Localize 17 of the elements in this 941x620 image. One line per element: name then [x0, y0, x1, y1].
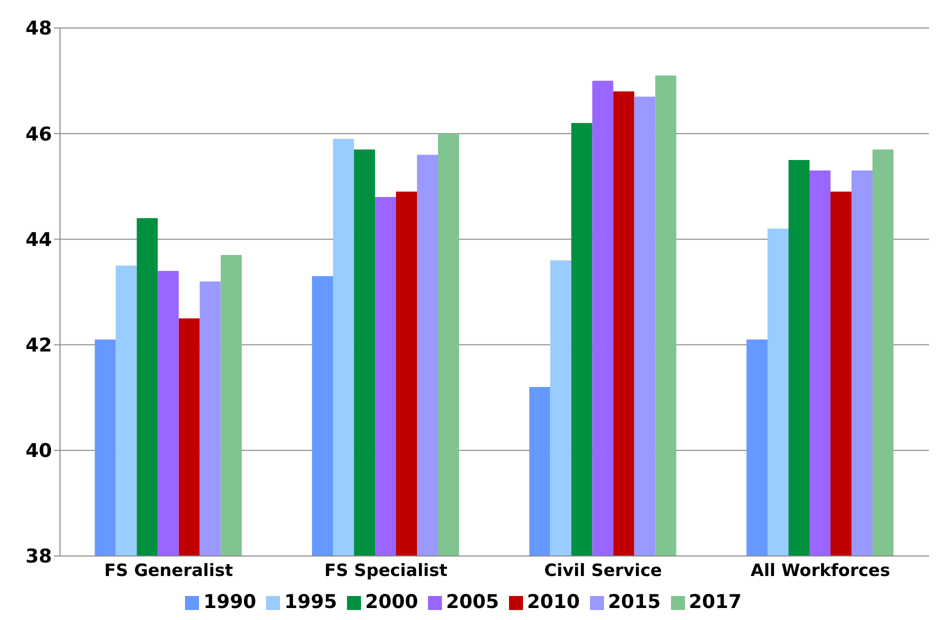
- y-tick-label: 46: [26, 123, 52, 146]
- y-tick-label: 44: [26, 228, 52, 251]
- legend-label: 2000: [365, 591, 418, 613]
- x-tick-label: Civil Service: [544, 561, 662, 582]
- legend-label: 2005: [446, 591, 499, 613]
- x-tick-label: FS Generalist: [104, 561, 233, 582]
- legend-label: 2010: [526, 591, 580, 613]
- legend-label: 2015: [608, 591, 661, 613]
- x-tick-label: All Workforces: [750, 561, 890, 582]
- y-tick-label: 48: [26, 18, 52, 40]
- x-tick-label: FS Specialist: [324, 561, 448, 582]
- y-tick-label: 38: [26, 546, 52, 568]
- y-tick-label: 42: [26, 334, 52, 357]
- y-tick-label: 40: [26, 440, 52, 462]
- legend-label: 2017: [688, 591, 742, 613]
- legend-label: 1990: [203, 591, 256, 613]
- legend-label: 1995: [284, 591, 338, 613]
